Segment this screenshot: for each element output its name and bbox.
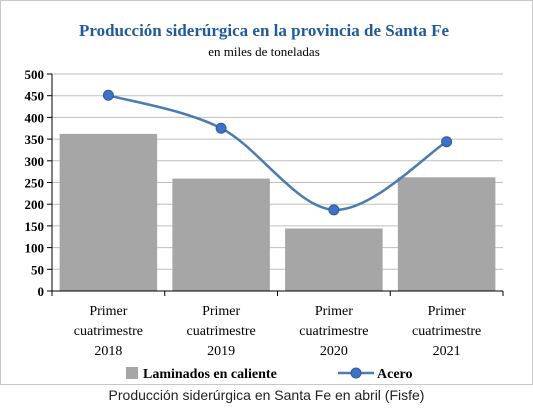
- x-tick-label: cuatrimestre: [74, 324, 143, 339]
- line-acero: [108, 94, 448, 212]
- point-acero: [215, 122, 227, 134]
- point-acero: [102, 89, 114, 101]
- y-tick-label: 400: [25, 110, 45, 125]
- legend-swatch-laminados: [126, 367, 138, 379]
- y-tick-label: 100: [25, 241, 45, 256]
- figure-caption: Producción siderúrgica en Santa Fe en ab…: [108, 387, 425, 403]
- legend-label-acero: Acero: [377, 367, 413, 382]
- x-tick-label: Primer: [428, 304, 466, 319]
- y-tick-label: 350: [25, 132, 45, 147]
- bar: [397, 177, 496, 291]
- y-tick-label: 0: [38, 284, 45, 299]
- y-tick-label: 250: [25, 176, 45, 191]
- chart-subtitle: en miles de toneladas: [208, 44, 320, 59]
- x-tick-label: cuatrimestre: [412, 324, 481, 339]
- x-tick-label: cuatrimestre: [299, 324, 368, 339]
- y-tick-label: 300: [25, 154, 45, 169]
- x-tick-label: cuatrimestre: [187, 324, 256, 339]
- chart-frame: Producción siderúrgica en la provincia d…: [0, 0, 533, 385]
- legend-label-laminados: Laminados en caliente: [143, 367, 277, 382]
- x-tick-label: 2021: [433, 344, 461, 359]
- chart-svg: Producción siderúrgica en la provincia d…: [0, 0, 533, 385]
- chart-title: Producción siderúrgica en la provincia d…: [79, 21, 450, 40]
- bar: [285, 228, 383, 291]
- point-acero: [328, 204, 340, 216]
- x-tick-label: Primer: [89, 304, 127, 319]
- legend-marker-acero: [350, 367, 362, 379]
- y-tick-label: 200: [25, 197, 45, 212]
- bar: [172, 178, 270, 291]
- x-tick-label: 2018: [94, 344, 122, 359]
- x-tick-label: 2020: [320, 344, 348, 359]
- y-tick-label: 500: [25, 67, 45, 82]
- x-tick-label: Primer: [315, 304, 353, 319]
- x-tick-label: Primer: [202, 304, 240, 319]
- bar: [59, 133, 158, 291]
- y-tick-label: 150: [25, 219, 45, 234]
- y-tick-label: 450: [25, 89, 45, 104]
- y-tick-label: 50: [31, 262, 44, 277]
- point-acero: [441, 136, 453, 148]
- x-tick-label: 2019: [207, 344, 235, 359]
